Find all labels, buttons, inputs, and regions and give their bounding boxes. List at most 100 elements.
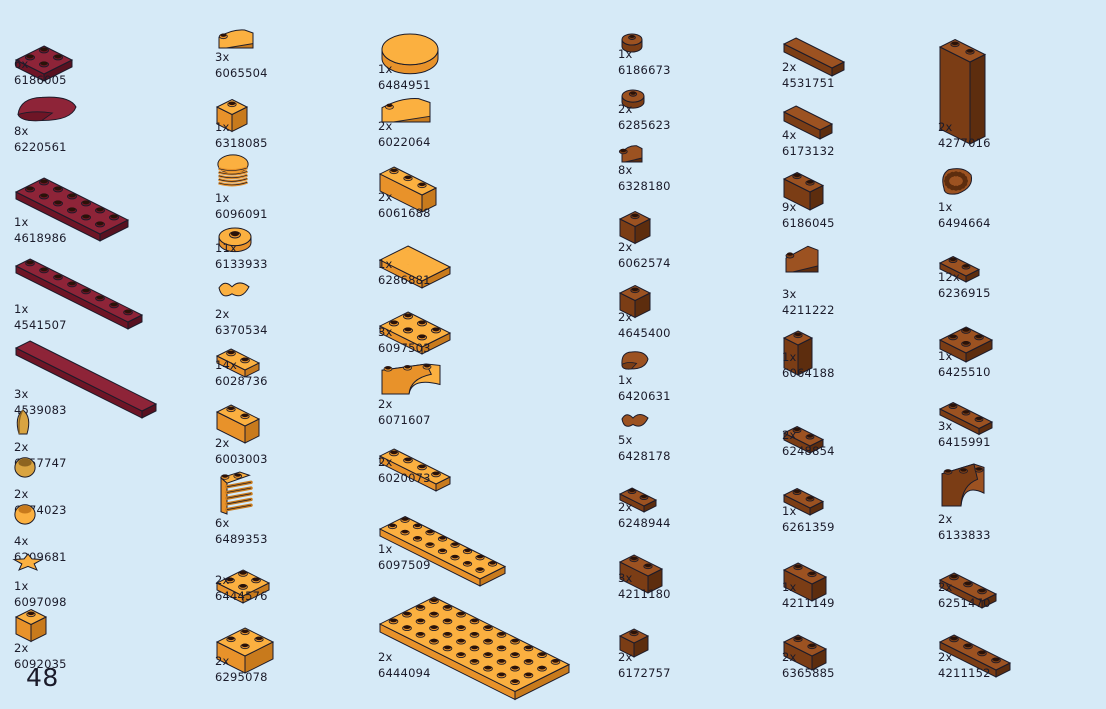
part-quantity: 1x <box>938 200 953 214</box>
part-entry[interactable]: 1x 6318085 <box>215 88 267 150</box>
part-entry[interactable]: 4x 6173132 <box>782 96 836 158</box>
part-entry[interactable]: 1x 6186673 <box>618 28 670 77</box>
part-quantity: 2x <box>618 310 633 324</box>
part-entry[interactable]: 3x 6097503 <box>378 294 454 355</box>
part-entry[interactable]: 2x 6248854 <box>782 416 834 458</box>
part-entry[interactable]: 2x 6248944 <box>618 478 670 530</box>
part-entry[interactable]: 6x 6186005 <box>14 28 76 87</box>
part-entry[interactable]: 2x 6251470 <box>938 562 1000 610</box>
part-entry[interactable]: 1x 6096091 <box>215 152 267 221</box>
part-entry[interactable]: 5x 6428178 <box>618 410 670 463</box>
part-label: 9x 6186045 <box>782 200 835 231</box>
part-quantity: 8x <box>14 124 29 138</box>
part-label: 1x 4211149 <box>782 580 835 611</box>
part-entry[interactable]: 1x 6420631 <box>618 348 670 403</box>
part-image-6186673 <box>618 28 646 57</box>
part-quantity: 1x <box>14 302 29 316</box>
part-id: 4531751 <box>782 75 835 90</box>
part-entry[interactable]: 3x 4211180 <box>618 544 670 601</box>
part-image-6261359 <box>782 478 827 516</box>
part-entry[interactable]: 2x 6071607 <box>378 360 448 427</box>
part-quantity: 3x <box>14 387 29 401</box>
part-image-6186005 <box>14 28 76 82</box>
part-entry[interactable]: 2x 6357747 <box>14 408 66 470</box>
part-image-6370534 <box>215 278 257 308</box>
part-entry[interactable]: 2x 6295078 <box>215 610 277 684</box>
part-entry[interactable]: 3x 4211222 <box>782 244 834 317</box>
part-entry[interactable]: 2x 6092035 <box>14 598 66 671</box>
part-quantity: 3x <box>215 50 230 64</box>
part-entry[interactable]: 2x 6444576 <box>215 553 273 604</box>
part-entry[interactable]: 1x 6097098 <box>12 552 66 609</box>
part-id: 6186673 <box>618 62 671 77</box>
part-entry[interactable]: 3x 4539083 <box>14 330 160 419</box>
part-entry[interactable]: 2x 6174023 <box>14 456 66 517</box>
part-quantity: 2x <box>618 650 633 664</box>
part-entry[interactable]: 1x 6494664 <box>938 166 990 230</box>
part-entry[interactable]: 1x 6097509 <box>378 500 509 587</box>
part-id: 6318085 <box>215 135 268 150</box>
part-quantity: 4x <box>14 534 29 548</box>
part-entry[interactable]: 6x 6489353 <box>215 470 267 546</box>
part-entry[interactable]: 2x 6062574 <box>618 200 670 270</box>
part-quantity: 2x <box>782 60 797 74</box>
part-image-6028736 <box>215 338 263 378</box>
part-entry[interactable]: 1x 6425510 <box>938 310 996 379</box>
part-label: 3x 4211180 <box>618 571 671 602</box>
part-entry[interactable]: 2x 6365885 <box>782 624 834 680</box>
part-quantity: 1x <box>14 215 29 229</box>
part-entry[interactable]: 2x 6370534 <box>215 278 267 337</box>
part-entry[interactable]: 2x 4645400 <box>618 274 670 340</box>
part-entry[interactable]: 1x 4211149 <box>782 552 834 610</box>
part-entry[interactable]: 1x 6286881 <box>378 228 454 289</box>
part-entry[interactable]: 2x 6285623 <box>618 84 670 132</box>
part-entry[interactable]: 14x 6028736 <box>215 338 267 388</box>
part-entry[interactable]: 9x 6186045 <box>782 162 834 230</box>
part-entry[interactable]: 8x 6328180 <box>618 144 670 193</box>
part-entry[interactable]: 3x 6415991 <box>938 392 996 449</box>
part-label: 1x 4618986 <box>14 215 67 246</box>
part-entry[interactable]: 2x 6133833 <box>938 460 992 542</box>
part-entry[interactable]: 1x 6261359 <box>782 478 834 534</box>
part-label: 2x 6248854 <box>782 428 835 459</box>
part-id: 6248944 <box>618 515 671 530</box>
part-entry[interactable]: 2x 6003003 <box>215 394 267 466</box>
part-image-4211222 <box>782 244 826 282</box>
part-entry[interactable]: 2x 6172757 <box>618 618 670 680</box>
part-entry[interactable]: 2x 4277016 <box>938 28 990 150</box>
part-entry[interactable]: 1x 4541507 <box>14 248 146 332</box>
part-label: 1x 6420631 <box>618 373 671 404</box>
part-image-6295078 <box>215 610 277 674</box>
part-image-6209681 <box>14 503 44 533</box>
part-entry[interactable]: 2x 6022064 <box>378 96 438 149</box>
part-image-6097503 <box>378 294 454 355</box>
part-image-6173132 <box>782 96 836 140</box>
part-image-6328180 <box>618 144 650 172</box>
part-entry[interactable]: 1x 6484951 <box>378 28 442 92</box>
part-entry[interactable]: 1x 6064188 <box>782 320 834 380</box>
part-quantity: 2x <box>215 573 230 587</box>
part-entry[interactable]: 2x 6020073 <box>378 438 454 492</box>
part-entry[interactable]: 3x 6065504 <box>215 28 267 80</box>
part-entry[interactable]: 12x 6236915 <box>938 246 990 300</box>
part-label: 6x 6489353 <box>215 516 268 547</box>
part-label: 2x 6022064 <box>378 119 431 150</box>
part-quantity: 1x <box>215 120 230 134</box>
part-entry[interactable]: 11x 6133933 <box>215 222 267 271</box>
part-image-6415991 <box>938 392 996 436</box>
part-entry[interactable]: 8x 6220561 <box>14 92 84 154</box>
part-entry[interactable]: 2x 6061688 <box>378 156 440 220</box>
part-id: 6248854 <box>782 443 835 458</box>
part-entry[interactable]: 2x 4531751 <box>782 28 848 90</box>
part-image-6428178 <box>618 410 656 438</box>
part-image-4541507 <box>14 248 146 330</box>
part-entry[interactable]: 2x 6444094 <box>378 566 573 701</box>
part-label: 2x 6370534 <box>215 307 268 338</box>
part-quantity: 1x <box>215 191 230 205</box>
part-entry[interactable]: 4x 6209681 <box>14 503 66 564</box>
part-entry[interactable]: 2x 4211152 <box>938 624 1014 680</box>
part-quantity: 2x <box>215 307 230 321</box>
part-id: 6428178 <box>618 448 671 463</box>
part-image-4539083 <box>14 330 160 419</box>
part-entry[interactable]: 1x 4618986 <box>14 160 132 245</box>
